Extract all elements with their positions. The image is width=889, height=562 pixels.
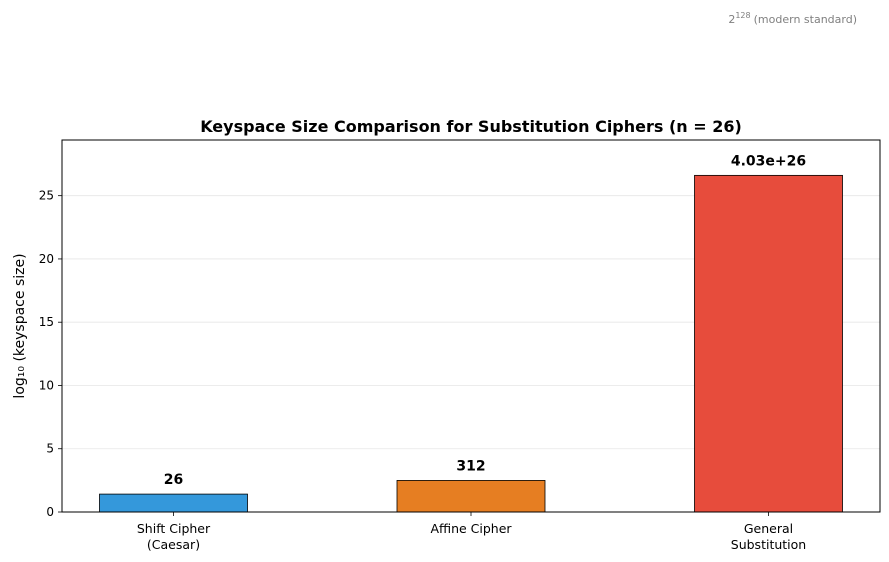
chart-title: Keyspace Size Comparison for Substitutio… xyxy=(200,117,742,136)
bar-value-labels: 26 312 4.03e+26 xyxy=(164,153,806,488)
y-tick-label: 20 xyxy=(39,252,54,266)
reference-annotation: 2128 (modern standard) xyxy=(728,11,857,26)
bar xyxy=(99,493,248,513)
reference-base: 2 xyxy=(728,13,735,26)
y-tick-label: 10 xyxy=(39,378,54,392)
x-tick-label: (Caesar) xyxy=(147,537,200,552)
bar-value-label: 4.03e+26 xyxy=(731,153,806,169)
reference-exponent: 128 xyxy=(735,11,750,20)
bar xyxy=(694,174,843,513)
bar xyxy=(396,480,546,513)
x-tick-label: Affine Cipher xyxy=(430,521,512,536)
reference-text: (modern standard) xyxy=(754,13,857,26)
y-axis-ticks: 0 5 10 15 20 25 xyxy=(39,189,62,519)
y-axis-label: log₁₀ (keyspace size) xyxy=(12,253,28,398)
x-axis-ticks: Shift Cipher(Caesar) Affine Cipher General… xyxy=(137,512,806,552)
bars xyxy=(99,174,843,513)
y-tick-label: 25 xyxy=(39,189,54,203)
x-tick-label: General xyxy=(744,521,793,536)
y-tick-label: 5 xyxy=(46,442,54,456)
y-tick-label: 15 xyxy=(39,315,54,329)
x-tick-label: Shift Cipher xyxy=(137,521,211,536)
bar-value-label: 26 xyxy=(164,472,183,488)
x-tick-label: Substitution xyxy=(731,537,806,552)
bar-value-label: 312 xyxy=(456,458,485,474)
y-tick-label: 0 xyxy=(46,505,54,519)
